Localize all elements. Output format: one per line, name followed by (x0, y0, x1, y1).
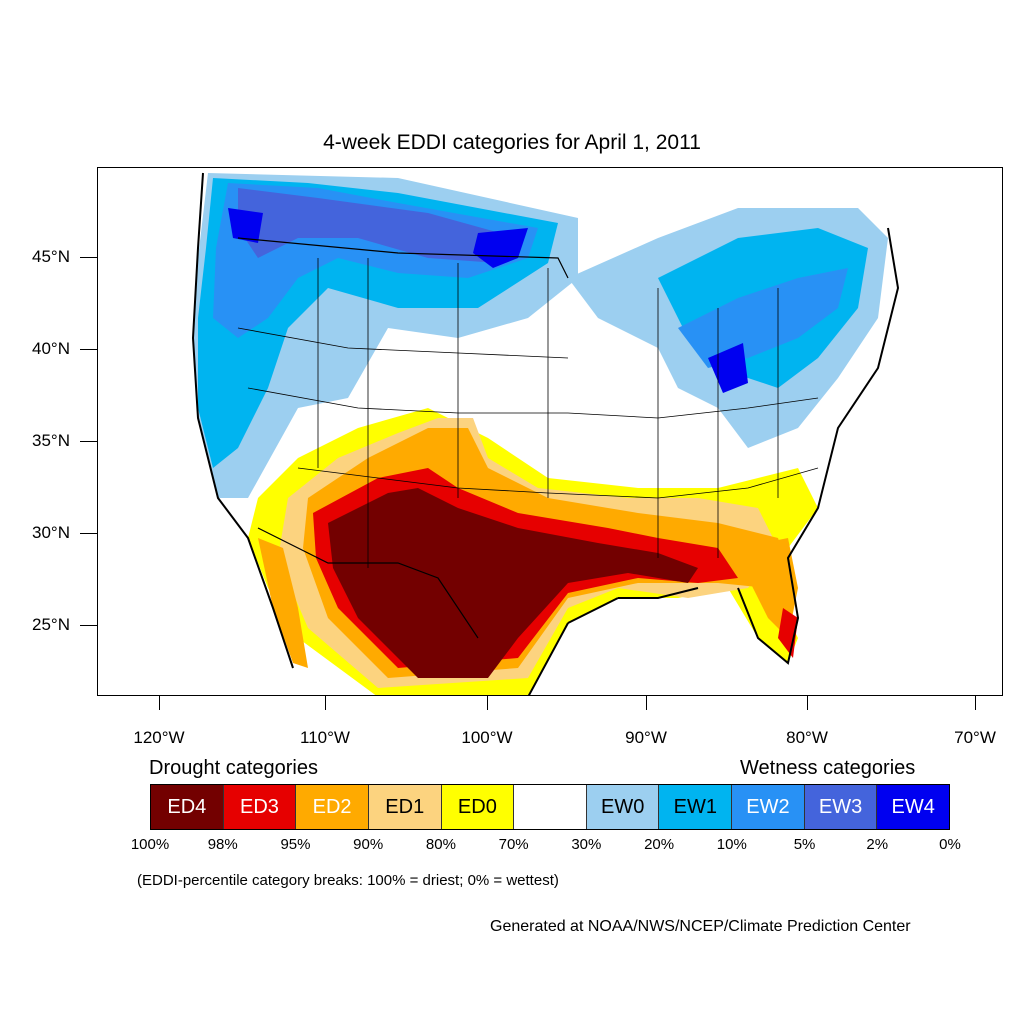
percentile-label: 0% (939, 836, 961, 853)
lat-label-30: 30°N (32, 523, 70, 542)
credit-line: Generated at NOAA/NWS/NCEP/Climate Predi… (490, 918, 911, 935)
lat-tick (80, 257, 97, 258)
drought-heading: Drought categories (149, 757, 318, 779)
percentile-label: 95% (280, 836, 311, 853)
percentile-label: 5% (793, 836, 816, 853)
lon-label-100w: 100°W (461, 728, 513, 747)
lon-tick (807, 696, 808, 710)
map-panel (97, 167, 1003, 696)
legend-swatch-ew0: EW0 (586, 785, 660, 829)
category-note: (EDDI-percentile category breaks: 100% =… (137, 872, 559, 889)
percentile-label: 2% (866, 836, 889, 853)
lat-tick (80, 349, 97, 350)
legend-swatch-ed4: ED4 (151, 785, 224, 829)
ew3-region-north (238, 188, 518, 263)
legend-swatch-ed3: ED3 (223, 785, 297, 829)
lon-tick (487, 696, 488, 710)
lon-label-80w: 80°W (786, 728, 828, 747)
percentile-label: 80% (425, 836, 456, 853)
lat-label-40: 40°N (32, 339, 70, 358)
lon-tick (325, 696, 326, 710)
ew2-region-greatlakes (678, 268, 848, 368)
ew4-region-idaho (228, 208, 263, 243)
lon-label-90w: 90°W (625, 728, 667, 747)
lon-label-120w: 120°W (133, 728, 185, 747)
percentile-label: 100% (130, 836, 170, 853)
legend-swatch-ew1: EW1 (659, 785, 733, 829)
legend-swatch-ed0: ED0 (441, 785, 515, 829)
ed2-region-baja (258, 538, 308, 668)
ed3-region-florida (778, 608, 798, 658)
legend-colorbar: ED4 ED3 ED2 ED1 ED0 EW0 EW1 EW2 EW3 EW4 (150, 784, 950, 830)
percentile-label: 90% (353, 836, 384, 853)
percentile-label: 20% (644, 836, 675, 853)
legend-swatch-none (514, 785, 587, 829)
legend-swatch-ew4: EW4 (877, 785, 950, 829)
percentile-label: 30% (571, 836, 602, 853)
lat-label-45: 45°N (32, 247, 70, 266)
lon-label-110w: 110°W (300, 728, 350, 747)
lat-label-25: 25°N (32, 615, 70, 634)
lon-label-70w: 70°W (954, 728, 996, 747)
lon-tick (159, 696, 160, 710)
legend-swatch-ew3: EW3 (804, 785, 878, 829)
lat-tick (80, 625, 97, 626)
map-title: 4-week EDDI categories for April 1, 2011 (323, 131, 701, 154)
percentile-label: 98% (207, 836, 238, 853)
ew4-region-north (473, 228, 528, 268)
us-border (237, 237, 569, 639)
lat-label-35: 35°N (32, 431, 70, 450)
lat-tick (80, 533, 97, 534)
coastline (191, 172, 900, 695)
legend-swatch-ew2: EW2 (732, 785, 805, 829)
state-borders (237, 258, 819, 568)
lat-tick (80, 441, 97, 442)
ed4-region-south (328, 488, 698, 678)
wetness-heading: Wetness categories (740, 757, 916, 779)
legend-swatch-ed2: ED2 (296, 785, 369, 829)
legend-swatch-ed1: ED1 (368, 785, 442, 829)
percentile-label: 70% (498, 836, 529, 853)
percentile-label: 10% (716, 836, 747, 853)
eddi-map (191, 172, 908, 695)
lon-tick (975, 696, 976, 710)
lon-tick (646, 696, 647, 710)
